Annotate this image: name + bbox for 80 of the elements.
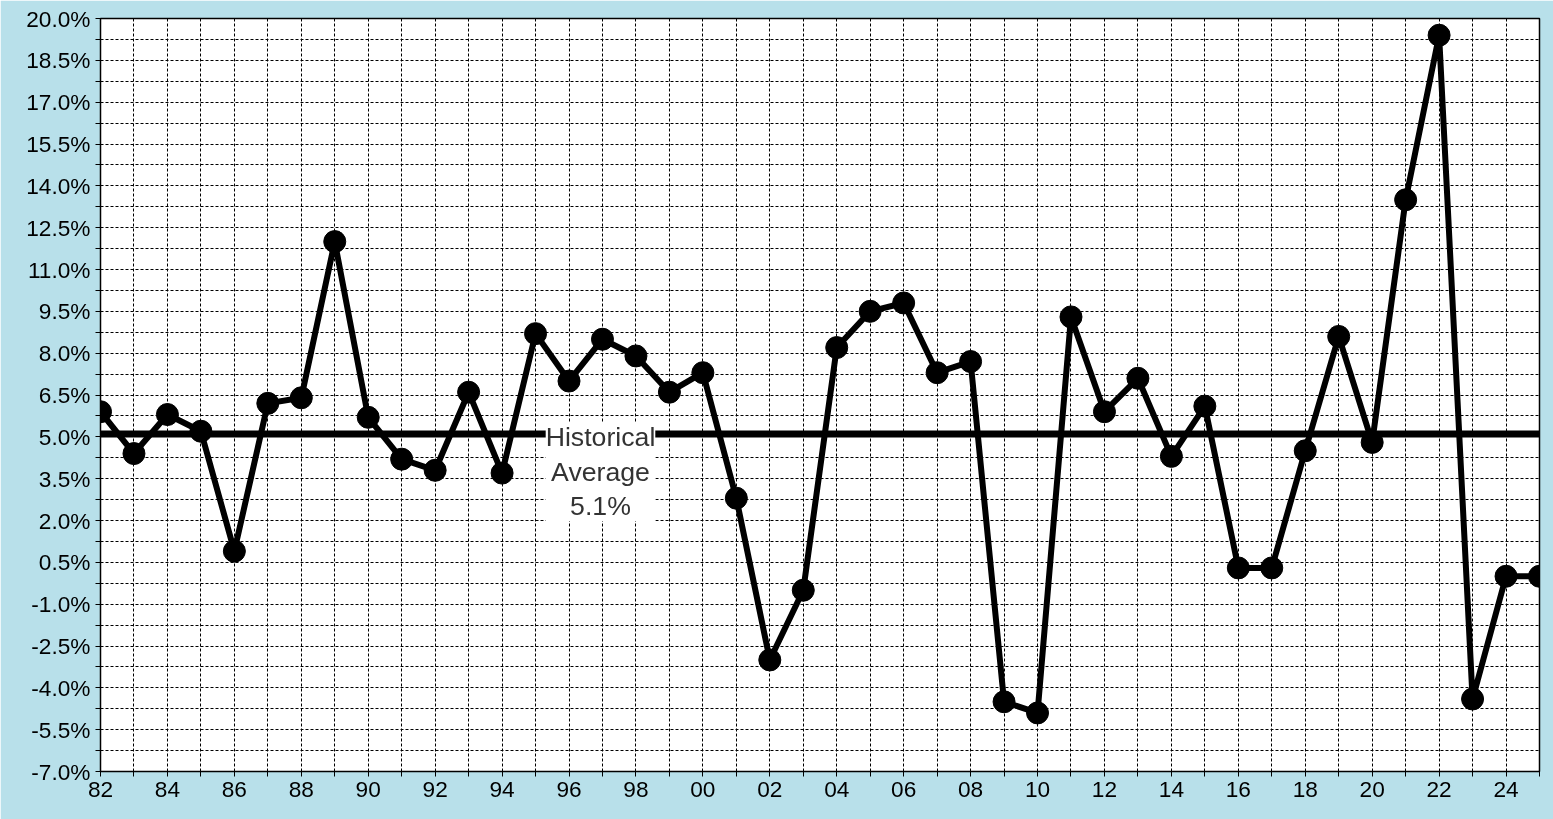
point xyxy=(390,447,414,471)
point xyxy=(1327,324,1351,348)
x-tick-label: 20 xyxy=(1359,775,1385,802)
point xyxy=(590,327,614,351)
y-tick-label: 9.5% xyxy=(38,298,91,325)
y-tick-label: 8.0% xyxy=(38,340,91,367)
x-tick-label: 22 xyxy=(1426,775,1452,802)
x-tick-label: 96 xyxy=(556,775,582,802)
y-tick-label: 18.5% xyxy=(26,47,91,74)
point xyxy=(557,369,581,393)
x-tick-label: 12 xyxy=(1091,775,1118,802)
point xyxy=(122,442,146,466)
y-tick-label: 5.0% xyxy=(38,423,91,450)
point xyxy=(1126,366,1150,390)
x-tick-label: 88 xyxy=(288,775,314,802)
x-tick-label: 06 xyxy=(891,775,917,802)
x-tick-label: 94 xyxy=(489,775,515,802)
point xyxy=(1293,439,1317,463)
y-tick-label: 14.0% xyxy=(26,172,91,199)
point xyxy=(155,403,179,426)
point xyxy=(724,486,748,510)
x-tick-label: 16 xyxy=(1225,775,1251,802)
y-tick-label: 20.0% xyxy=(26,5,91,32)
point xyxy=(1026,701,1050,725)
x-tick-label: 00 xyxy=(690,775,716,802)
y-tick-label: 15.5% xyxy=(26,131,91,157)
point xyxy=(1260,556,1284,580)
point xyxy=(1059,305,1083,329)
x-tick-label: 08 xyxy=(957,775,984,802)
point xyxy=(1159,444,1183,468)
y-tick-label: 2.0% xyxy=(38,507,91,534)
point xyxy=(1427,23,1451,47)
point xyxy=(1193,394,1217,418)
x-tick-label: 92 xyxy=(422,775,448,802)
x-tick-label: 14 xyxy=(1158,775,1184,802)
y-tick-label: -4.0% xyxy=(31,674,91,701)
point xyxy=(892,291,916,315)
point xyxy=(222,539,246,563)
x-tick-label: 86 xyxy=(221,775,247,802)
point xyxy=(1092,400,1116,424)
point xyxy=(657,380,681,404)
y-tick-label: 17.0% xyxy=(26,89,91,116)
point xyxy=(925,361,949,385)
point xyxy=(1494,564,1518,588)
point xyxy=(758,648,782,672)
x-tick-label: 04 xyxy=(824,775,850,802)
x-tick-label: 90 xyxy=(355,775,381,802)
x-tick-label: 02 xyxy=(757,775,783,802)
y-tick-label: -1.0% xyxy=(31,591,91,618)
point xyxy=(691,361,715,385)
point xyxy=(959,350,983,374)
y-tick-label: -2.5% xyxy=(31,633,91,659)
y-tick-label: 12.5% xyxy=(26,214,91,241)
x-tick-label: 18 xyxy=(1292,775,1318,802)
point xyxy=(457,380,481,404)
y-tick-label: 0.5% xyxy=(38,549,91,576)
x-tick-label: 84 xyxy=(154,775,181,802)
x-tick-label: 10 xyxy=(1024,775,1051,802)
y-tick-label: 11.0% xyxy=(27,256,91,283)
y-tick-label: 3.5% xyxy=(38,465,91,492)
point xyxy=(356,405,380,429)
y-tick-label: 6.5% xyxy=(38,382,91,408)
point xyxy=(323,230,347,254)
point xyxy=(524,322,548,346)
x-tick-label: 98 xyxy=(623,775,649,802)
annotation: Historical Average 5.1% xyxy=(545,422,656,521)
point xyxy=(825,336,849,360)
point xyxy=(423,458,447,482)
point xyxy=(1394,188,1418,212)
point xyxy=(624,344,648,368)
point xyxy=(256,391,280,415)
point xyxy=(858,299,882,323)
point xyxy=(490,461,514,485)
point xyxy=(1226,556,1250,580)
point xyxy=(791,578,815,602)
y-tick-label: -5.5% xyxy=(31,716,91,743)
point xyxy=(992,690,1016,714)
point xyxy=(1461,687,1485,711)
point xyxy=(289,386,313,410)
x-tick-label: 24 xyxy=(1493,775,1519,802)
